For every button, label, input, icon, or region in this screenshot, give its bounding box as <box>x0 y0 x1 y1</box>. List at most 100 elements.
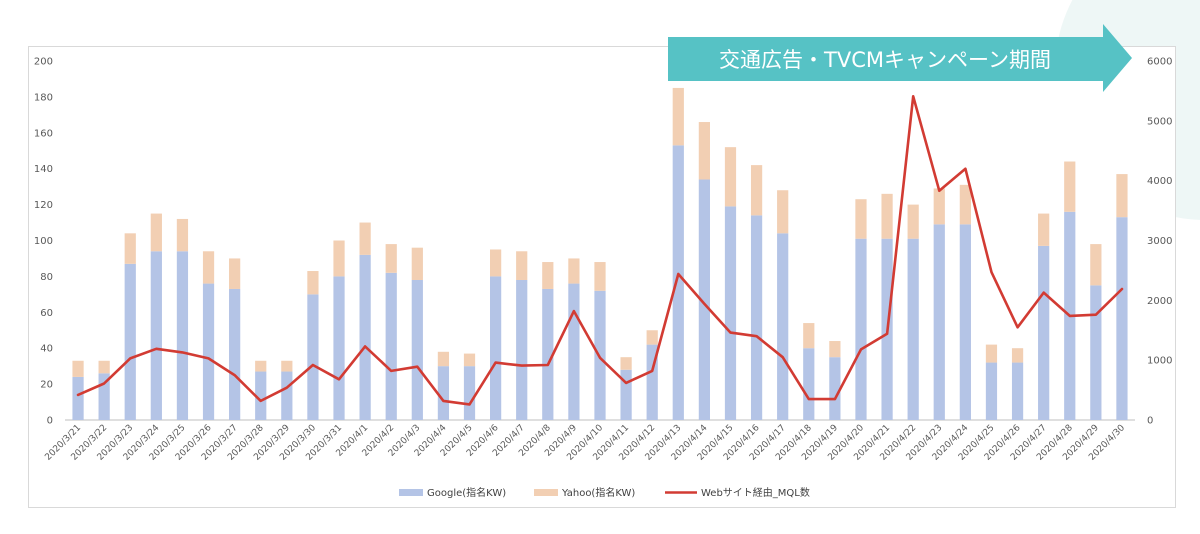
bar-yahoo <box>985 344 998 363</box>
y2-tick-label: 1000 <box>1147 356 1172 367</box>
bar-google <box>568 283 580 420</box>
y-tick-label: 0 <box>47 416 53 427</box>
bar-yahoo <box>176 218 189 252</box>
bar-google <box>724 206 737 420</box>
bar-yahoo <box>98 360 110 374</box>
bar-google <box>750 215 763 420</box>
bar-google <box>359 254 371 420</box>
bar-yahoo <box>881 193 893 239</box>
y2-tick-label: 2000 <box>1147 296 1172 307</box>
mql-search-chart: 0 20 40 60 80 100 120 140 160 180 200 0 1000 2000 300… <box>34 57 1173 500</box>
bar-google <box>1038 245 1050 420</box>
bar-yahoo <box>829 341 841 358</box>
bar-google <box>411 279 423 420</box>
bar-yahoo <box>568 258 580 284</box>
y-tick-label: 40 <box>40 344 53 355</box>
bar-yahoo <box>777 190 789 234</box>
bar-google <box>698 179 711 420</box>
bar-yahoo <box>333 240 345 277</box>
bar-yahoo <box>855 199 867 239</box>
bar-google <box>229 288 241 420</box>
x-axis-ticks: 2020/3/212020/3/222020/3/232020/3/242020… <box>43 423 1127 463</box>
bar-yahoo <box>672 87 684 146</box>
bar-yahoo <box>489 249 502 277</box>
bar-yahoo <box>933 188 945 225</box>
bar-yahoo <box>255 360 267 372</box>
bar-yahoo <box>385 244 397 273</box>
legend: Google(指名KW) Yahoo(指名KW) Webサイト経由_MQL数 <box>399 486 810 499</box>
y-tick-label: 60 <box>40 308 53 319</box>
bar-google <box>855 238 867 420</box>
y2-tick-label: 6000 <box>1147 57 1172 68</box>
y2-tick-label: 5000 <box>1147 116 1172 127</box>
bar-google <box>281 371 293 420</box>
bar-google <box>803 348 815 420</box>
legend-label-mql: Webサイト経由_MQL数 <box>701 486 810 499</box>
bar-google <box>646 344 658 420</box>
bar-google <box>542 288 554 420</box>
y-tick-label: 100 <box>34 236 53 247</box>
right-axis: 0 1000 2000 3000 4000 5000 6000 <box>1147 57 1172 427</box>
bar-google <box>777 233 789 420</box>
bar-google <box>516 279 528 420</box>
bar-google <box>437 366 450 420</box>
bar-yahoo <box>1038 213 1050 246</box>
bar-yahoo <box>359 222 371 255</box>
bar-yahoo <box>124 233 136 264</box>
series-line-mql <box>76 94 1124 406</box>
bar-yahoo <box>202 251 215 284</box>
bar-yahoo <box>229 258 241 289</box>
bar-google <box>1090 285 1102 420</box>
left-axis: 0 20 40 60 80 100 120 140 160 180 200 <box>34 57 53 427</box>
bar-yahoo <box>698 122 711 180</box>
legend-label-google: Google(指名KW) <box>427 486 506 499</box>
bar-yahoo <box>1090 244 1102 286</box>
y-tick-label: 140 <box>34 164 53 175</box>
bar-yahoo <box>437 351 450 367</box>
bar-google <box>985 362 998 420</box>
bar-yahoo <box>724 147 737 207</box>
bar-google <box>1116 217 1128 420</box>
bar-yahoo <box>516 251 528 280</box>
bar-google <box>672 145 684 420</box>
bar-google <box>933 224 945 420</box>
bar-google <box>489 276 502 420</box>
bar-yahoo <box>281 360 293 372</box>
bar-yahoo <box>803 323 815 349</box>
bar-google <box>1011 362 1024 420</box>
bar-google <box>907 238 919 420</box>
chart-frame: 0 20 40 60 80 100 120 140 160 180 200 0 1000 2000 300… <box>28 46 1176 508</box>
bar-google <box>307 294 319 420</box>
bar-google <box>620 369 632 420</box>
bar-google <box>463 366 476 420</box>
bars <box>72 87 1128 420</box>
bar-google <box>829 357 841 420</box>
bar-yahoo <box>959 184 971 225</box>
y-tick-label: 200 <box>34 57 53 68</box>
bar-google <box>98 373 110 420</box>
bar-yahoo <box>542 262 554 289</box>
bar-yahoo <box>411 247 423 280</box>
legend-swatch-yahoo <box>534 489 558 496</box>
bar-google <box>72 376 84 420</box>
y2-tick-label: 3000 <box>1147 236 1172 247</box>
bar-google <box>202 283 215 420</box>
bar-yahoo <box>1064 161 1076 212</box>
legend-swatch-google <box>399 489 423 496</box>
bar-google <box>385 272 397 420</box>
bar-google <box>959 224 971 420</box>
bar-google <box>176 251 189 420</box>
y-tick-label: 20 <box>40 380 53 391</box>
y-tick-label: 120 <box>34 200 53 211</box>
bar-google <box>124 263 136 420</box>
y-tick-label: 80 <box>40 272 53 283</box>
bar-yahoo <box>620 357 632 370</box>
bar-yahoo <box>1011 348 1024 363</box>
legend-label-yahoo: Yahoo(指名KW) <box>561 486 635 499</box>
bar-google <box>333 276 345 420</box>
bar-yahoo <box>307 271 319 295</box>
bar-yahoo <box>750 165 763 216</box>
bar-google <box>150 251 162 420</box>
y-tick-label: 160 <box>34 128 53 139</box>
bar-yahoo <box>594 262 606 291</box>
